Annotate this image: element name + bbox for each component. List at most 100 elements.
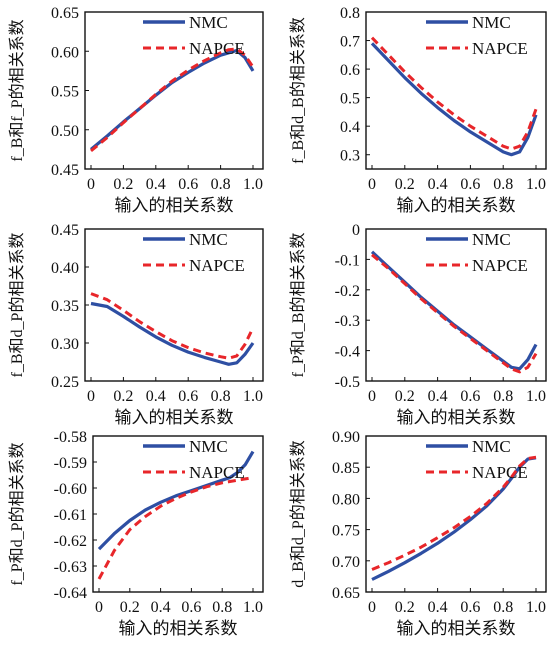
x-tick-label: 0.2 bbox=[113, 388, 133, 405]
series-line-napce bbox=[90, 47, 255, 153]
y-tick-label: 0.30 bbox=[51, 336, 79, 353]
x-tick-label: 0.2 bbox=[120, 599, 140, 616]
axes-frame bbox=[84, 228, 264, 382]
x-tick-label: 1.0 bbox=[526, 388, 546, 405]
legend-label-napce: NAPCE bbox=[472, 463, 528, 482]
chart-panel-6: 0 0.2 0.4 0.6 0.8 1.0 0.65 0.70 0.75 0.80 0.85 0.90… bbox=[289, 429, 547, 638]
legend-label-nmc: NMC bbox=[472, 13, 511, 32]
y-tick-label: -0.60 bbox=[54, 481, 87, 498]
legend-label-nmc: NMC bbox=[189, 230, 228, 249]
x-tick-label: 0.2 bbox=[395, 388, 415, 405]
x-tick-label: 0.4 bbox=[428, 176, 448, 193]
series-line-napce bbox=[97, 476, 254, 580]
y-tick-label: 0.65 bbox=[332, 585, 360, 602]
y-tick-label: 0.80 bbox=[332, 491, 360, 508]
x-tick-label: 0.8 bbox=[212, 599, 232, 616]
y-tick-label: 0.35 bbox=[51, 298, 79, 315]
x-tick-label: 1.0 bbox=[243, 599, 263, 616]
y-tick-label: 0.45 bbox=[51, 162, 79, 179]
x-tick-label: 0.8 bbox=[211, 176, 231, 193]
legend-label-napce: NAPCE bbox=[189, 463, 245, 482]
series-line-napce bbox=[371, 455, 537, 571]
chart-panel-1: 0 0.2 0.4 0.6 0.8 1.0 0.45 0.50 0.55 0.60 0.65 输入的相… bbox=[8, 5, 264, 215]
legend-label-napce: NAPCE bbox=[472, 39, 528, 58]
series-line-napce bbox=[370, 36, 538, 151]
axes-frame bbox=[84, 11, 264, 170]
x-tick-label: 0 bbox=[368, 599, 376, 616]
legend-label-napce: NAPCE bbox=[189, 256, 245, 275]
chart-panel-3: 0 0.2 0.4 0.6 0.8 1.0 0.25 0.30 0.35 0.40 0.45 输入的相… bbox=[8, 222, 264, 427]
x-tick-label: 0.4 bbox=[428, 599, 448, 616]
axes-frame bbox=[365, 228, 547, 382]
x-tick-label: 0 bbox=[87, 388, 95, 405]
y-tick-label: 0.45 bbox=[51, 222, 79, 239]
y-tick-label: 0.5 bbox=[340, 91, 360, 108]
y-tick-label: -0.3 bbox=[335, 313, 360, 330]
axes-frame bbox=[365, 435, 547, 593]
x-axis-label: 输入的相关系数 bbox=[397, 619, 516, 638]
series-line-napce bbox=[371, 253, 538, 374]
y-tick-label: 0.6 bbox=[340, 62, 360, 79]
y-tick-label: 0.70 bbox=[332, 554, 360, 571]
y-tick-label: 0.75 bbox=[332, 523, 360, 540]
x-tick-label: 0 bbox=[95, 599, 103, 616]
y-tick-label: 0.65 bbox=[51, 5, 79, 22]
x-tick-label: 1.0 bbox=[243, 176, 263, 193]
chart-panel-5: 0 0.2 0.4 0.6 0.8 1.0 -0.64 -0.63 -0.62 -0.61 -0.6… bbox=[8, 429, 264, 638]
y-tick-label: -0.59 bbox=[54, 455, 87, 472]
y-axis-label: f_P和d_P的相关系数 bbox=[8, 442, 26, 585]
x-tick-label: 0.2 bbox=[395, 176, 415, 193]
y-tick-label: 0.90 bbox=[332, 429, 360, 446]
x-tick-label: 0 bbox=[87, 176, 95, 193]
x-tick-label: 1.0 bbox=[526, 176, 546, 193]
y-tick-label: 0.50 bbox=[51, 123, 79, 140]
x-axis-label: 输入的相关系数 bbox=[397, 408, 516, 427]
x-axis-label: 输入的相关系数 bbox=[397, 196, 516, 215]
x-tick-label: 0.2 bbox=[113, 176, 133, 193]
chart-panel-4: 0 0.2 0.4 0.6 0.8 1.0 -0.5 -0.4 -0.3 -0.2 -0.1 0 输入的… bbox=[289, 222, 547, 427]
legend-label-nmc: NMC bbox=[189, 437, 228, 456]
y-tick-label: -0.4 bbox=[335, 344, 360, 361]
x-tick-label: 0.8 bbox=[493, 176, 513, 193]
x-tick-label: 0.6 bbox=[460, 599, 480, 616]
y-tick-label: 0.85 bbox=[332, 460, 360, 477]
series-line-napce bbox=[90, 292, 255, 360]
x-tick-label: 0.4 bbox=[428, 388, 448, 405]
legend-label-napce: NAPCE bbox=[189, 39, 245, 58]
legend-label-nmc: NMC bbox=[189, 13, 228, 32]
x-axis-label: 输入的相关系数 bbox=[115, 196, 234, 215]
x-tick-label: 0.6 bbox=[460, 388, 480, 405]
x-tick-label: 0.8 bbox=[493, 599, 513, 616]
y-tick-label: -0.62 bbox=[54, 533, 87, 550]
axes-frame bbox=[365, 11, 547, 170]
x-tick-label: 0.2 bbox=[395, 599, 415, 616]
legend-label-napce: NAPCE bbox=[472, 256, 528, 275]
y-tick-label: 0 bbox=[352, 222, 360, 239]
x-tick-label: 0.8 bbox=[211, 388, 231, 405]
x-tick-label: 0.6 bbox=[181, 599, 201, 616]
y-tick-label: -0.58 bbox=[54, 429, 87, 446]
x-tick-label: 0.6 bbox=[178, 176, 198, 193]
x-tick-label: 0 bbox=[368, 388, 376, 405]
chart-panel-2: 0 0.2 0.4 0.6 0.8 1.0 0.3 0.4 0.5 0.6 0.7 0.8 输入的相关系… bbox=[289, 5, 547, 215]
x-tick-label: 0 bbox=[368, 176, 376, 193]
y-tick-label: -0.1 bbox=[335, 252, 360, 269]
y-tick-label: 0.60 bbox=[51, 44, 79, 61]
y-tick-label: -0.64 bbox=[54, 585, 87, 602]
x-tick-label: 0.4 bbox=[146, 388, 166, 405]
x-tick-label: 0.4 bbox=[146, 176, 166, 193]
y-tick-label: -0.61 bbox=[54, 507, 87, 524]
y-axis-label: f_P和d_B的相关系数 bbox=[289, 233, 307, 378]
x-axis-label: 输入的相关系数 bbox=[115, 408, 234, 427]
y-tick-label: -0.63 bbox=[54, 559, 87, 576]
axes-frame bbox=[92, 435, 264, 593]
legend-label-nmc: NMC bbox=[472, 437, 511, 456]
x-tick-label: 0.6 bbox=[460, 176, 480, 193]
y-tick-label: -0.5 bbox=[335, 374, 360, 391]
series-line-nmc bbox=[370, 42, 538, 157]
y-tick-label: 0.3 bbox=[340, 148, 360, 165]
x-tick-label: 0.6 bbox=[178, 388, 198, 405]
y-tick-label: 0.40 bbox=[51, 260, 79, 277]
x-tick-label: 0.8 bbox=[493, 388, 513, 405]
